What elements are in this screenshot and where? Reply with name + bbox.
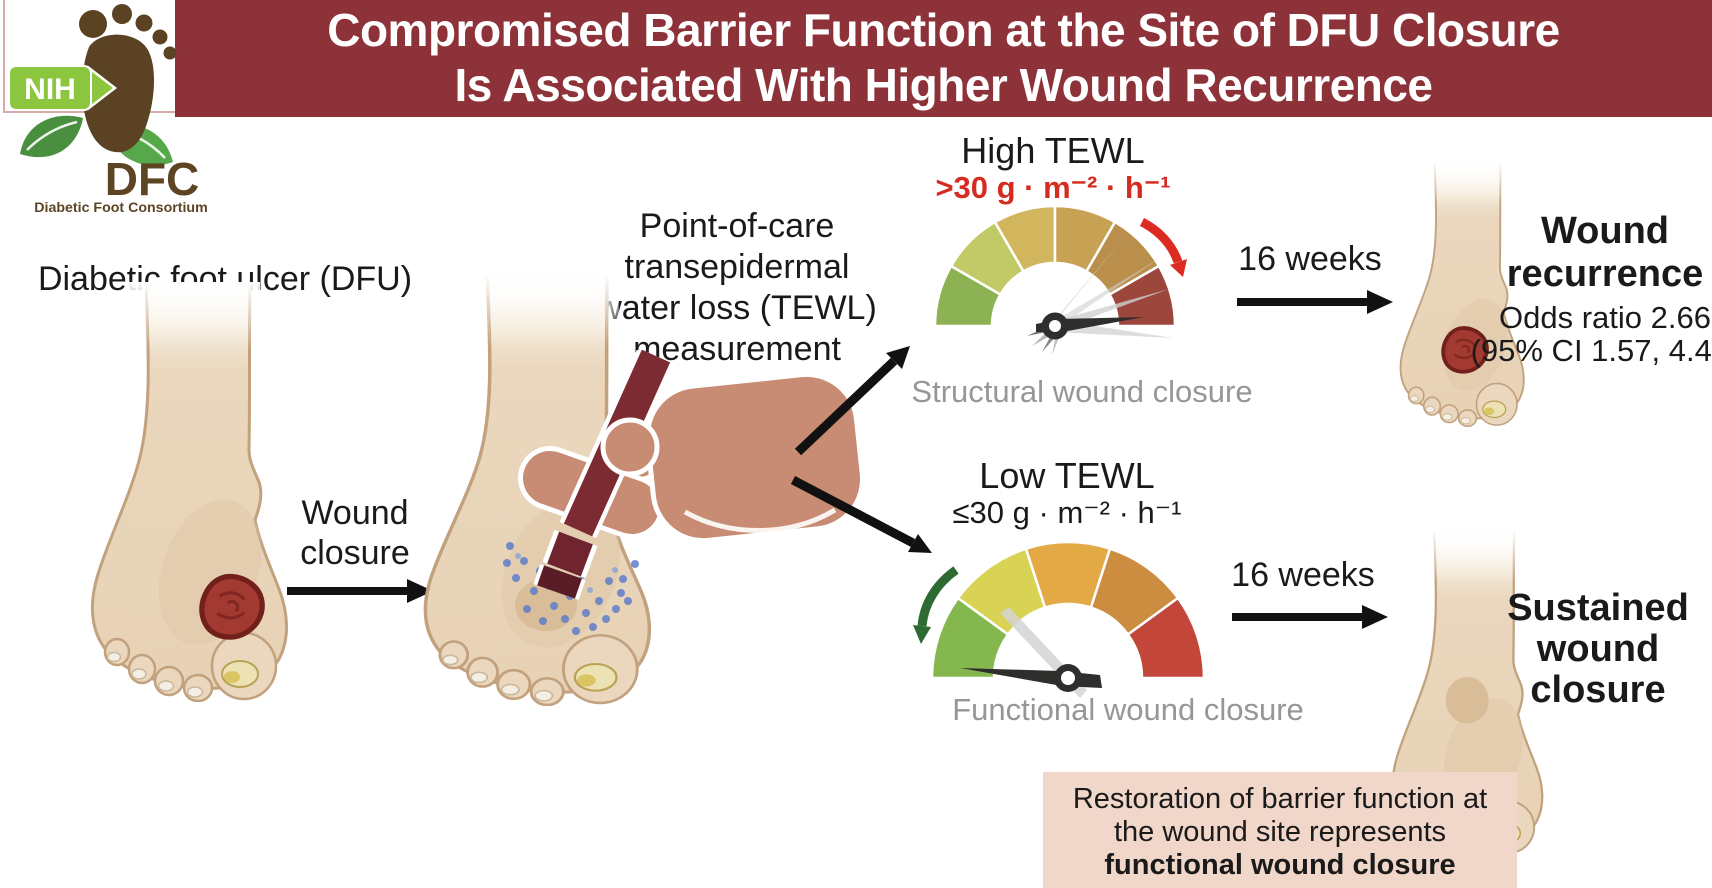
footnote-box: Restoration of barrier function at the w…: [1043, 772, 1517, 888]
foot-illustration-healed: [1391, 530, 1544, 855]
wound-closure-label: Wound closure: [300, 494, 410, 572]
gauge-segments: [933, 204, 1177, 328]
low-tewl-threshold: ≤30 g · m⁻² · h⁻¹: [952, 495, 1182, 530]
low-tewl-title: Low TEWL: [979, 455, 1155, 496]
hand-with-tewl-device: [503, 350, 866, 635]
footnote-line-1: Restoration of barrier function at: [1072, 783, 1488, 815]
sustained-closure-outcome: Sustained wound closure: [1507, 587, 1689, 711]
odds-ratio: Odds ratio 2.66: [1499, 300, 1711, 335]
recurrence-title: Wound recurrence: [1506, 210, 1704, 295]
tewl-gauge-high: [933, 204, 1187, 355]
nih-badge: NIH: [8, 65, 118, 111]
arrow-right-icon: [1237, 290, 1393, 314]
title-line-2: Is Associated With Higher Wound Recurren…: [454, 59, 1434, 111]
recurrence-outcome: Wound recurrence Odds ratio 2.66 (95% CI…: [1455, 210, 1712, 367]
title-banner: Compromised Barrier Function at the Site…: [175, 0, 1712, 117]
duration-label-low: 16 weeks: [1231, 556, 1375, 594]
arrow-right-icon: [287, 579, 433, 603]
index-fingertip: [600, 417, 660, 477]
footprint-icon: [79, 4, 177, 153]
gauge-segments: [930, 540, 1206, 680]
title-line-1: Compromised Barrier Function at the Site…: [327, 4, 1560, 56]
measurement-label: Point-of-care transepidermal water loss …: [597, 207, 877, 368]
arrow-right-icon: [1232, 605, 1388, 629]
tewl-gauge-low: [913, 540, 1206, 698]
functional-closure-label: Functional wound closure: [952, 692, 1304, 727]
structural-closure-label: Structural wound closure: [911, 374, 1253, 409]
high-tewl-threshold: >30 g · m⁻² · h⁻¹: [935, 170, 1171, 205]
ulcer-wound: [202, 576, 262, 637]
high-tewl-title: High TEWL: [961, 130, 1145, 171]
arrow-up-right-icon: [794, 346, 910, 456]
footnote-line-3: functional wound closure: [1104, 849, 1456, 881]
dfc-logo: NIH DFC Diabetic Foot Consortium: [8, 4, 208, 216]
dfc-acronym: DFC: [105, 153, 200, 205]
falling-trend-arrow-icon: [913, 566, 959, 644]
duration-label-high: 16 weeks: [1238, 240, 1382, 278]
confidence-interval: (95% CI 1.57, 4.49): [1470, 333, 1712, 368]
rising-trend-arrow-icon: [1139, 217, 1187, 277]
healed-wound-site: [1445, 677, 1489, 724]
arrow-down-right-icon: [790, 476, 932, 553]
foot-illustration-dfu: [90, 282, 289, 702]
dfc-org-name: Diabetic Foot Consortium: [34, 200, 207, 216]
nih-text: NIH: [24, 73, 76, 106]
footnote-line-2: the wound site represents: [1113, 816, 1447, 848]
